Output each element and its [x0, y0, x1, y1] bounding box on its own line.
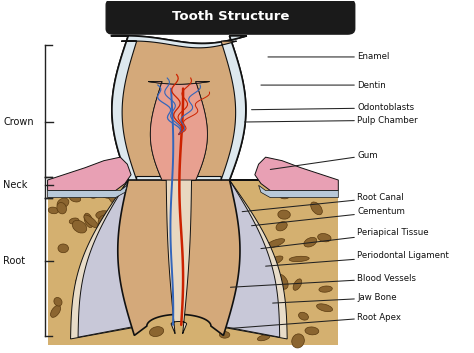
- Ellipse shape: [118, 252, 136, 262]
- Polygon shape: [148, 82, 210, 334]
- Text: Root Canal: Root Canal: [242, 193, 404, 212]
- Ellipse shape: [293, 279, 302, 290]
- Ellipse shape: [75, 277, 86, 286]
- Polygon shape: [148, 82, 210, 180]
- Ellipse shape: [248, 275, 263, 288]
- Ellipse shape: [304, 238, 317, 247]
- Ellipse shape: [72, 220, 87, 233]
- Ellipse shape: [305, 327, 319, 335]
- Ellipse shape: [272, 184, 283, 196]
- Ellipse shape: [257, 335, 270, 341]
- Text: Blood Vessels: Blood Vessels: [230, 274, 416, 287]
- Ellipse shape: [280, 193, 290, 199]
- Ellipse shape: [319, 286, 332, 292]
- Ellipse shape: [289, 256, 309, 262]
- Ellipse shape: [116, 285, 128, 294]
- Ellipse shape: [222, 194, 235, 206]
- Text: Root Apex: Root Apex: [230, 313, 401, 328]
- Ellipse shape: [227, 221, 237, 228]
- Ellipse shape: [266, 239, 285, 248]
- Ellipse shape: [310, 202, 322, 215]
- Ellipse shape: [232, 241, 243, 249]
- Ellipse shape: [276, 222, 287, 231]
- Ellipse shape: [48, 207, 58, 214]
- Ellipse shape: [117, 208, 129, 220]
- Text: Odontoblasts: Odontoblasts: [252, 103, 414, 113]
- Ellipse shape: [255, 245, 268, 255]
- Ellipse shape: [96, 211, 112, 220]
- Ellipse shape: [292, 334, 304, 348]
- Ellipse shape: [149, 327, 164, 336]
- Ellipse shape: [69, 218, 79, 224]
- Ellipse shape: [229, 316, 248, 326]
- Ellipse shape: [57, 198, 69, 208]
- Ellipse shape: [222, 211, 235, 220]
- Ellipse shape: [227, 231, 237, 239]
- Ellipse shape: [51, 305, 61, 317]
- Text: Neck: Neck: [3, 180, 27, 190]
- Ellipse shape: [99, 191, 114, 198]
- Ellipse shape: [232, 286, 244, 300]
- Ellipse shape: [108, 190, 117, 204]
- Ellipse shape: [90, 190, 100, 198]
- Polygon shape: [47, 180, 338, 345]
- Text: Tooth Structure: Tooth Structure: [172, 10, 289, 23]
- Ellipse shape: [58, 244, 69, 253]
- Ellipse shape: [226, 309, 236, 316]
- Ellipse shape: [219, 331, 230, 338]
- Text: Pulp Chamber: Pulp Chamber: [245, 116, 418, 125]
- Polygon shape: [111, 36, 247, 180]
- Text: Enamel: Enamel: [268, 53, 390, 61]
- Ellipse shape: [227, 241, 237, 249]
- Text: Periodontal Ligament: Periodontal Ligament: [265, 251, 449, 266]
- Text: Root: Root: [3, 256, 25, 266]
- Text: Dentin: Dentin: [261, 80, 386, 90]
- Polygon shape: [111, 36, 247, 335]
- Text: Periapical Tissue: Periapical Tissue: [261, 228, 428, 249]
- Text: Crown: Crown: [3, 117, 34, 127]
- Ellipse shape: [84, 213, 93, 228]
- Ellipse shape: [318, 234, 331, 242]
- Ellipse shape: [317, 304, 333, 312]
- Ellipse shape: [84, 215, 98, 228]
- Ellipse shape: [299, 312, 309, 320]
- Polygon shape: [78, 180, 280, 337]
- Ellipse shape: [237, 281, 252, 290]
- Polygon shape: [47, 185, 128, 198]
- Ellipse shape: [70, 195, 81, 202]
- Ellipse shape: [86, 269, 96, 282]
- Ellipse shape: [117, 267, 131, 275]
- Ellipse shape: [268, 256, 283, 265]
- Ellipse shape: [98, 215, 110, 228]
- Polygon shape: [259, 185, 338, 198]
- Polygon shape: [121, 41, 237, 180]
- Ellipse shape: [54, 298, 62, 306]
- Ellipse shape: [227, 247, 238, 256]
- FancyBboxPatch shape: [106, 0, 355, 34]
- Ellipse shape: [278, 210, 290, 219]
- Text: Cementum: Cementum: [252, 207, 405, 226]
- Ellipse shape: [122, 186, 136, 196]
- Ellipse shape: [276, 274, 288, 289]
- Polygon shape: [255, 157, 338, 191]
- Polygon shape: [71, 180, 287, 339]
- Polygon shape: [47, 157, 131, 191]
- Text: Jaw Bone: Jaw Bone: [273, 293, 397, 303]
- Ellipse shape: [57, 203, 66, 214]
- Text: Gum: Gum: [270, 151, 378, 169]
